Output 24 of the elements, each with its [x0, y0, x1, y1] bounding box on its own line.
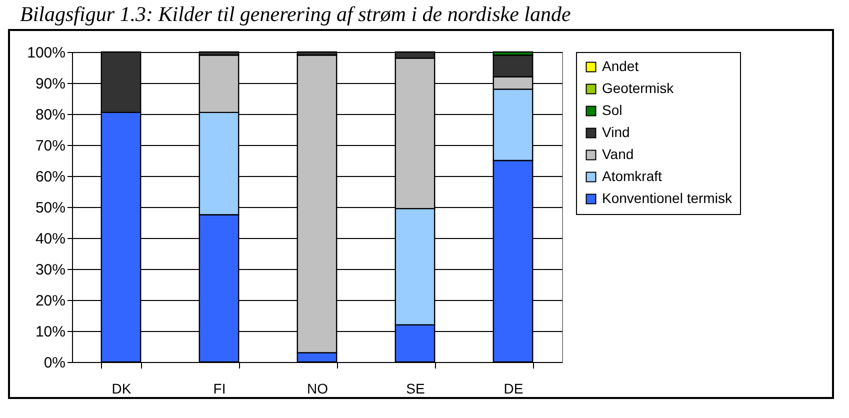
legend-label: Vind [602, 124, 630, 140]
y-tick-label: 50% [35, 200, 66, 216]
legend-label: Andet [602, 58, 639, 74]
y-tick-label: 60% [35, 168, 66, 186]
x-tick-label: FI [213, 380, 226, 396]
y-tick-label: 80% [35, 106, 66, 124]
y-tick-label: 90% [35, 76, 66, 92]
legend-label: Vand [602, 146, 634, 162]
legend-label: Atomkraft [602, 168, 662, 184]
legend-label: Geotermisk [602, 80, 675, 96]
y-tick-label: 20% [35, 292, 66, 310]
x-tick-label: NO [307, 380, 328, 396]
x-tick-label: SE [406, 380, 425, 396]
y-tick-label: 0% [44, 354, 66, 372]
y-tick-label: 10% [35, 324, 66, 340]
legend-label: Sol [602, 102, 622, 118]
x-tick-label: DE [504, 380, 524, 396]
y-tick-label: 70% [35, 138, 66, 154]
y-tick-label: 40% [35, 230, 66, 248]
y-tick-label: 30% [35, 262, 66, 278]
chart-title: Bilagsfigur 1.3: Kilder til generering af strøm i de nordiske lande [20, 2, 572, 27]
legend-label: Konventionel termisk [602, 190, 733, 206]
x-tick-label: DK [112, 380, 132, 396]
y-tick-label: 100% [27, 44, 66, 62]
